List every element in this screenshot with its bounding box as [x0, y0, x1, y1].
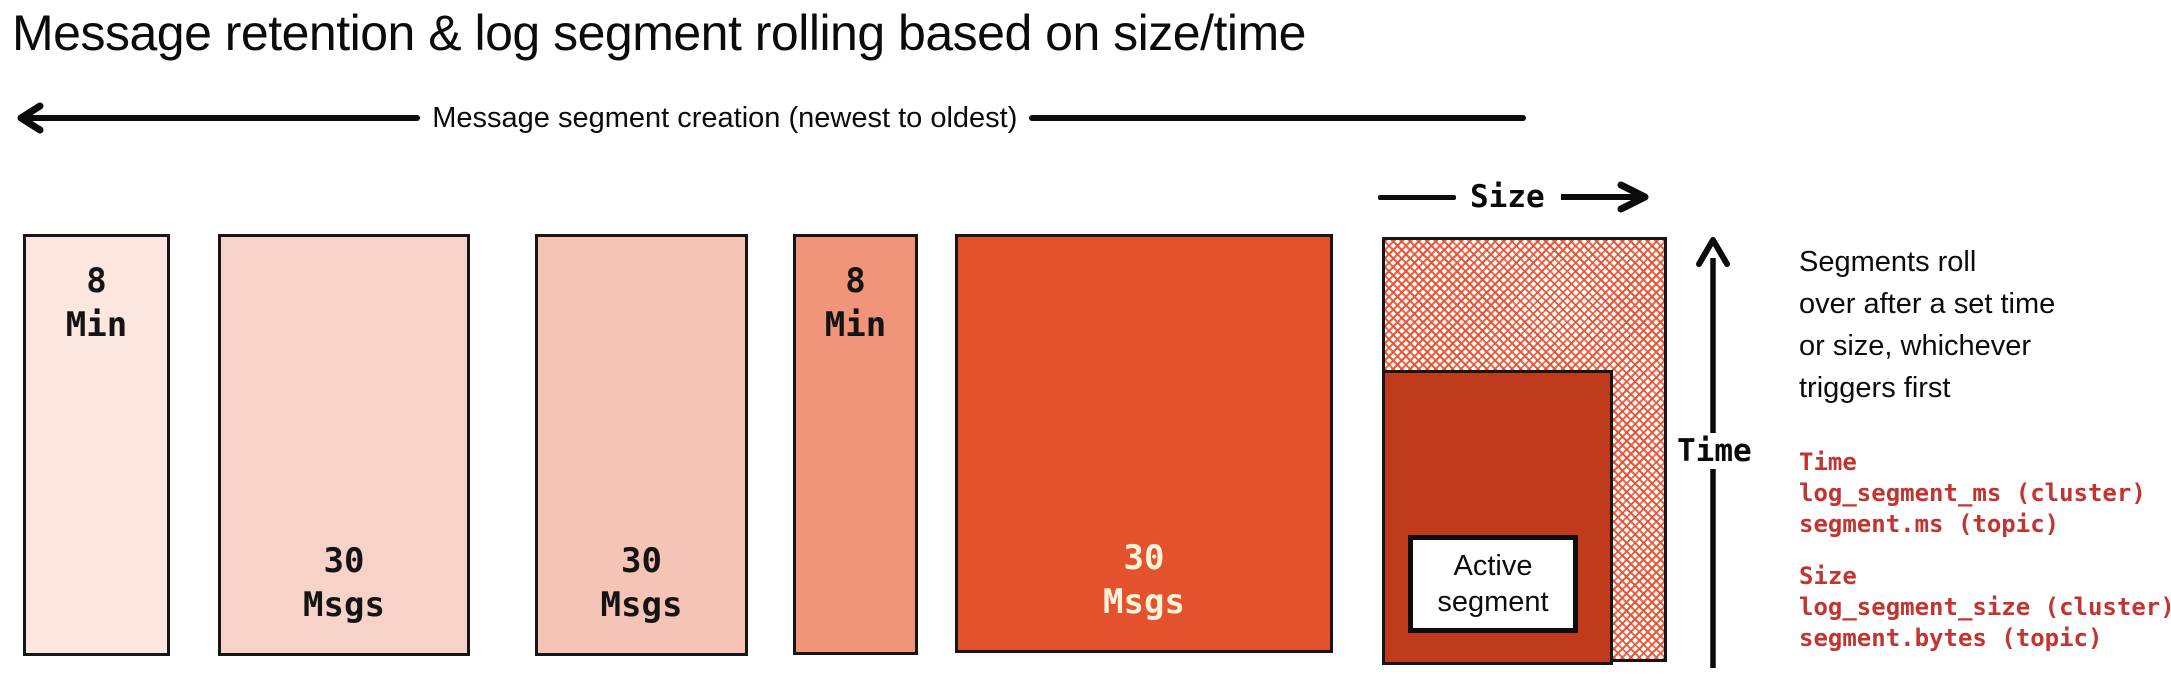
- note-line: over after a set time: [1799, 288, 2056, 320]
- note-line: or size, whichever: [1799, 330, 2032, 362]
- note-line: triggers first: [1799, 372, 1951, 404]
- size-axis-dash: [1378, 194, 1456, 200]
- segment-box-5-label: 30 Msgs: [1103, 537, 1185, 622]
- size-axis-arrow-icon: [1560, 181, 1649, 213]
- roll-over-note: Segments roll over after a set time or s…: [1799, 241, 2055, 409]
- size-axis-label: Size: [1470, 179, 1545, 215]
- size-config-heading: Size: [1799, 562, 1857, 590]
- segment-box-4: 8 Min: [793, 234, 918, 655]
- segment-box-4-label: 8 Min: [824, 261, 887, 346]
- note-line: Segments roll: [1799, 246, 1977, 278]
- arrow-shaft: [44, 115, 421, 121]
- segment-creation-arrow-label: Message segment creation (newest to olde…: [432, 101, 1018, 134]
- size-axis: Size: [1378, 179, 1670, 215]
- time-config-line: segment.ms (topic): [1799, 510, 2060, 538]
- size-config-line: log_segment_size (cluster): [1799, 593, 2171, 621]
- time-config-group: Time log_segment_ms (cluster) segment.ms…: [1799, 447, 2171, 540]
- segment-box-2-label: 30 Msgs: [303, 540, 385, 625]
- size-config-group: Size log_segment_size (cluster) segment.…: [1799, 561, 2171, 654]
- page-title: Message retention & log segment rolling …: [12, 5, 1306, 61]
- segment-box-5: 30 Msgs: [955, 234, 1333, 653]
- time-config-line: log_segment_ms (cluster): [1799, 479, 2146, 507]
- time-axis-label: Time: [1676, 433, 1753, 469]
- config-reference: Time log_segment_ms (cluster) segment.ms…: [1799, 447, 2171, 654]
- segment-creation-arrow: Message segment creation (newest to olde…: [14, 98, 1526, 138]
- active-segment-label: Active segment: [1437, 549, 1549, 618]
- segment-box-3-label: 30 Msgs: [600, 540, 683, 625]
- segment-box-2: 30 Msgs: [218, 234, 470, 656]
- arrow-shaft: [1029, 115, 1526, 121]
- active-segment-label-box: Active segment: [1408, 535, 1578, 633]
- segment-box-1: 8 Min: [23, 234, 170, 656]
- active-segment-fill: Active segment: [1382, 370, 1613, 665]
- segment-box-3: 30 Msgs: [535, 234, 748, 656]
- time-config-heading: Time: [1799, 448, 1857, 476]
- size-config-line: segment.bytes (topic): [1799, 624, 2103, 652]
- rolling-segment-hatched-box: Active segment: [1382, 237, 1667, 665]
- segment-box-1-label: 8 Min: [65, 261, 128, 346]
